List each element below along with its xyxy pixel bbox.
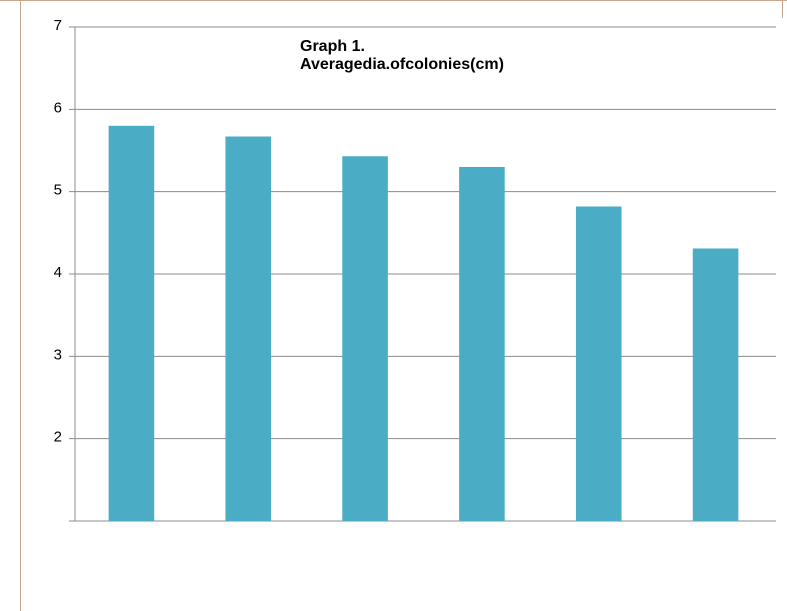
y-tick-label: 6 <box>54 99 62 116</box>
y-tick-label: 4 <box>54 264 62 281</box>
bar <box>692 248 739 521</box>
y-tick-labels: 2 3 4 5 6 7 <box>54 17 62 446</box>
bar <box>225 136 272 521</box>
y-tick-label: 5 <box>54 182 62 199</box>
y-tick-label: 3 <box>54 346 62 363</box>
bar <box>108 125 155 522</box>
frame-right-border <box>782 0 783 18</box>
bar <box>459 166 505 521</box>
chart-title: Graph 1. Averagedia.ofcolonies(cm) <box>300 38 504 73</box>
frame-top-border <box>0 0 787 1</box>
frame-left-border <box>20 0 21 611</box>
bar <box>342 156 388 521</box>
bars <box>108 125 739 522</box>
y-tick-label: 2 <box>54 429 62 446</box>
gridlines <box>69 26 776 522</box>
y-tick-label: 7 <box>54 17 62 34</box>
bar <box>575 206 622 521</box>
